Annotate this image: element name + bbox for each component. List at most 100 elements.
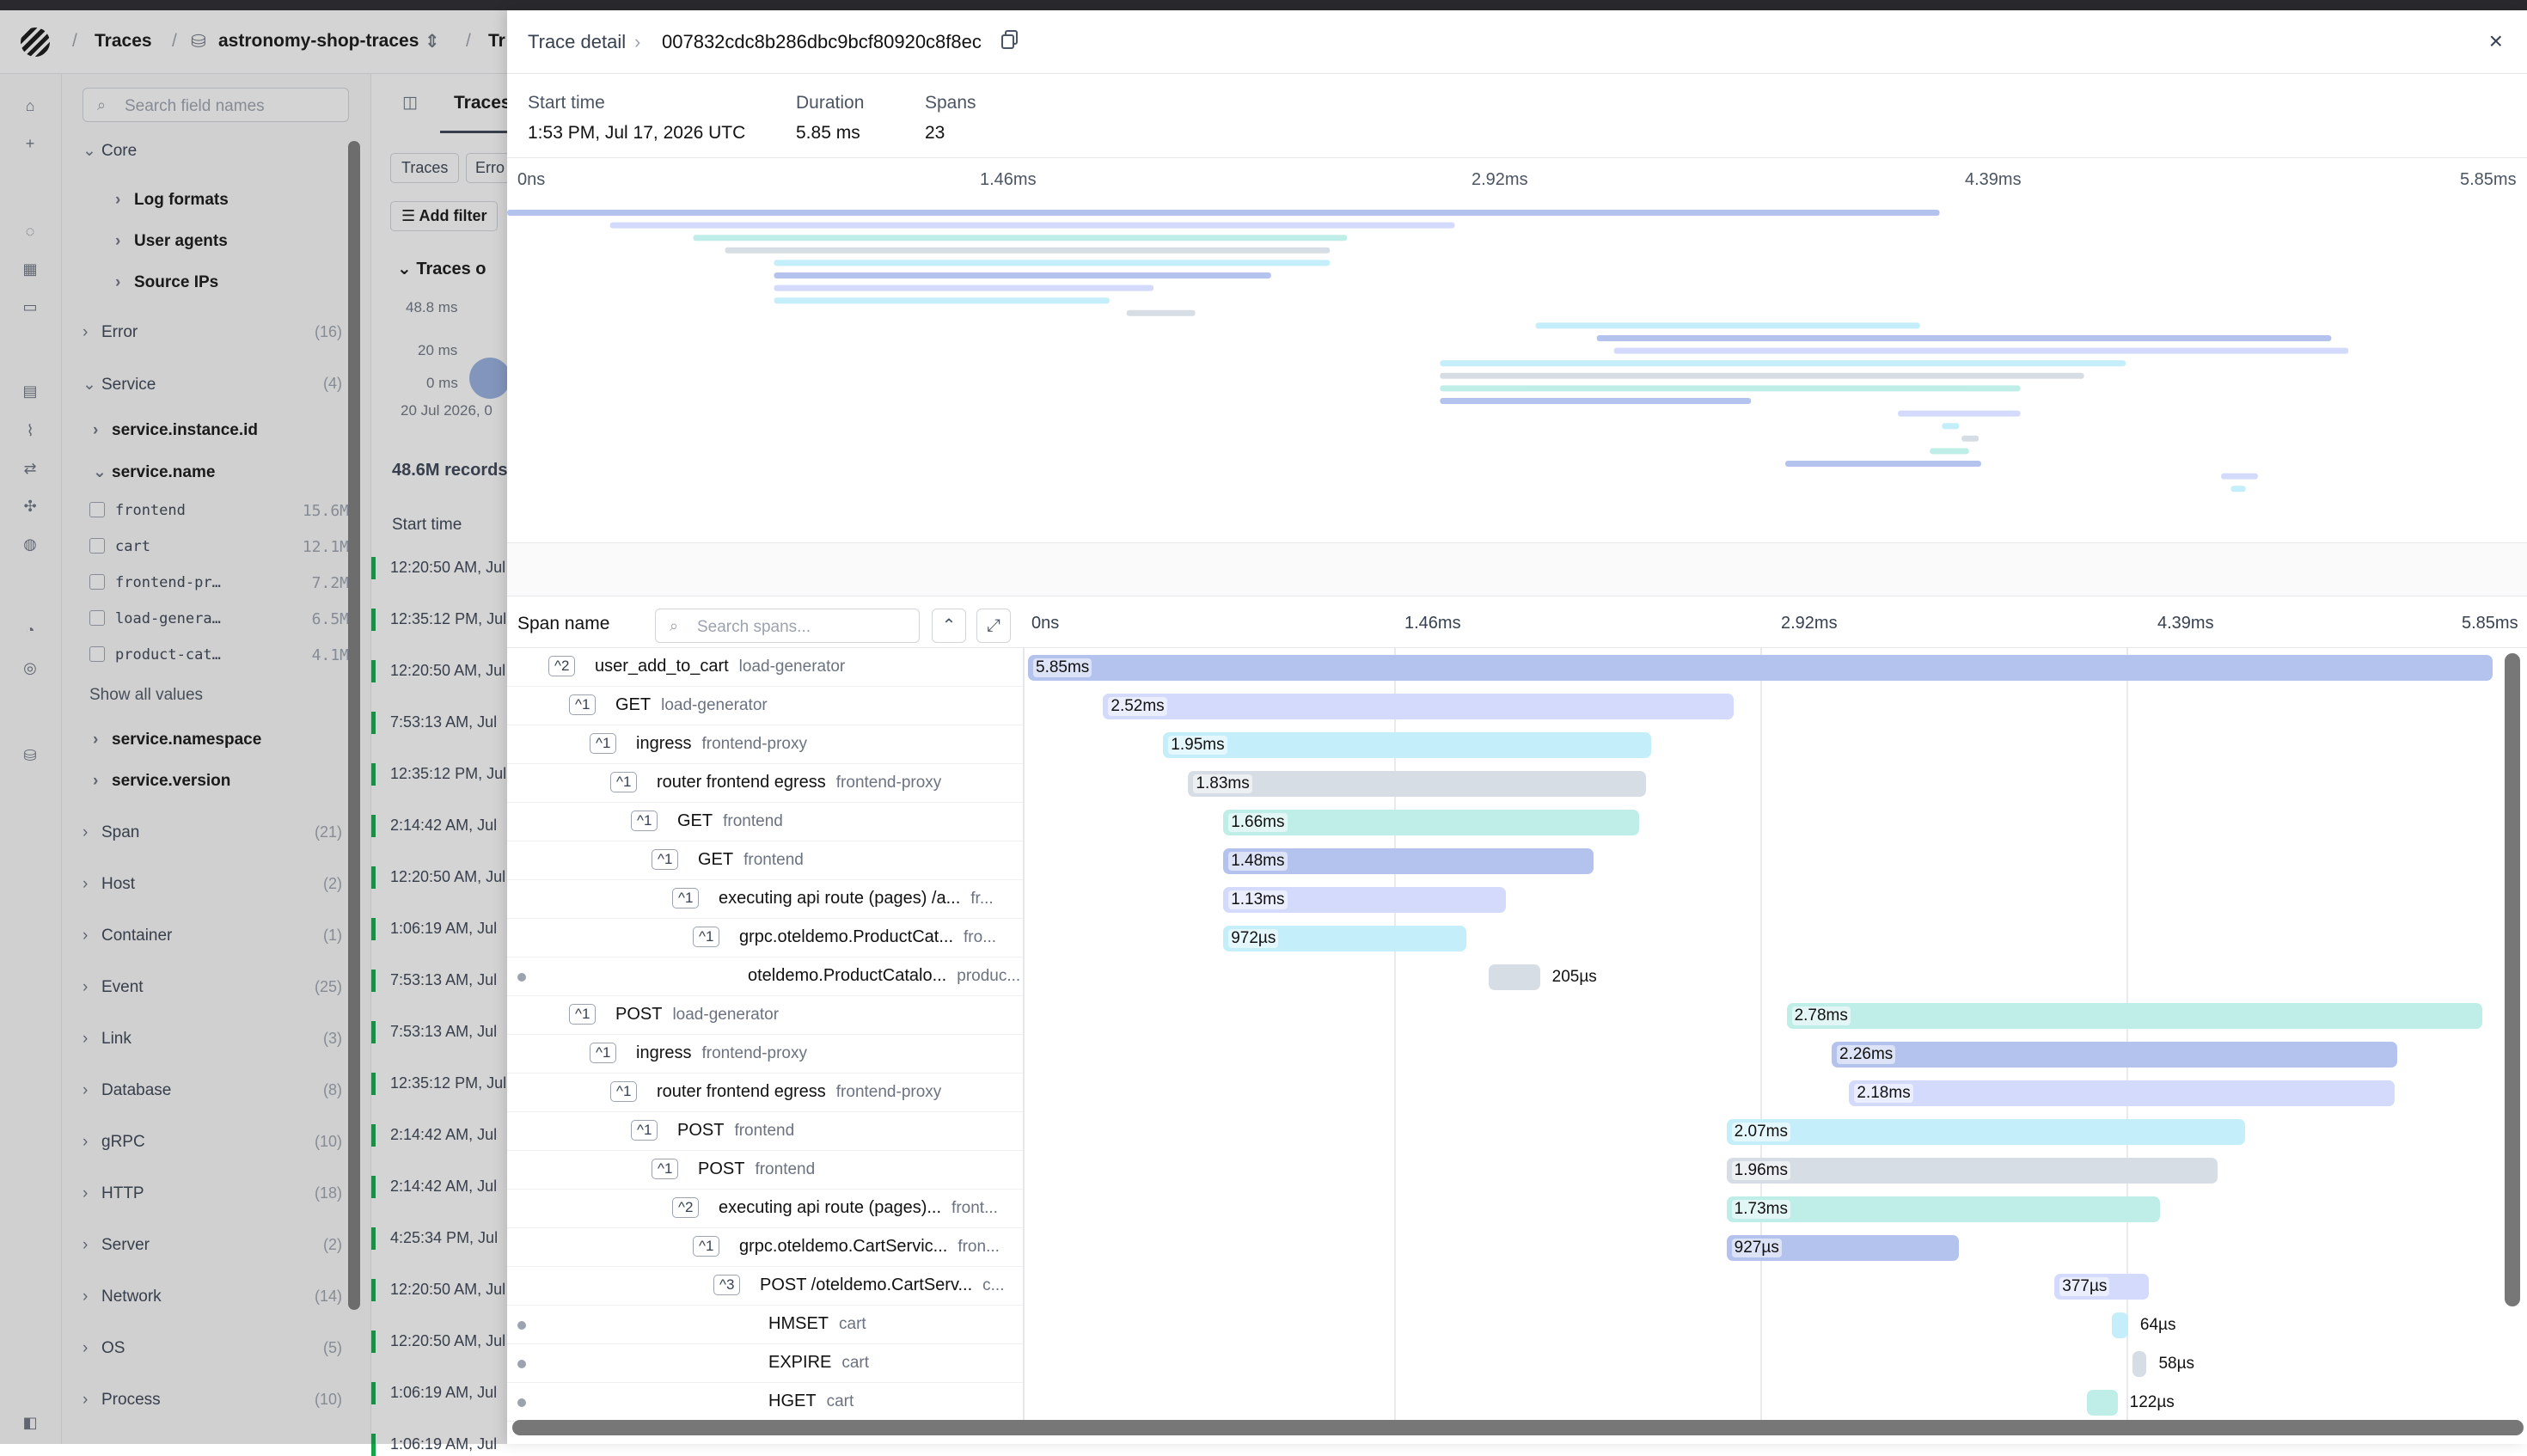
span-children-badge[interactable]: ^1 xyxy=(652,849,679,870)
span-children-badge[interactable]: ^1 xyxy=(652,1159,679,1179)
field-scrollbar[interactable] xyxy=(348,141,360,1310)
span-row[interactable]: ^1 grpc.oteldemo.CartServic... fron... xyxy=(507,1228,1023,1267)
span-row[interactable]: ^2 user_add_to_cart load-generator xyxy=(507,648,1023,687)
span-row[interactable]: HGET cart xyxy=(507,1383,1023,1422)
span-bar[interactable] xyxy=(1488,964,1540,990)
span-bar[interactable]: 2.78ms xyxy=(1786,1003,2483,1029)
group-core[interactable]: ⌄ Core xyxy=(83,142,138,160)
horizontal-scrollbar[interactable] xyxy=(512,1420,2524,1435)
group-host[interactable]: › Host (2) xyxy=(83,875,342,893)
traces-overview-title[interactable]: ⌄ Traces o xyxy=(397,260,486,278)
start-time-cell[interactable]: 12:35:12 PM, Jul xyxy=(390,610,507,627)
core-item-source-ips[interactable]: › Source IPs xyxy=(115,273,219,291)
start-time-cell[interactable]: 7:53:13 AM, Jul xyxy=(390,971,498,988)
checkbox[interactable] xyxy=(89,538,105,554)
span-bar[interactable] xyxy=(2112,1312,2128,1338)
tab-traces[interactable]: Traces xyxy=(454,93,511,113)
tree-divider[interactable] xyxy=(1023,648,1025,1430)
span-bar[interactable]: 1.48ms xyxy=(1223,848,1594,874)
checkbox[interactable] xyxy=(89,646,105,662)
bug-icon[interactable]: ◍ xyxy=(23,535,37,553)
span-row[interactable]: ^1 router frontend egress frontend-proxy xyxy=(507,764,1023,803)
span-row[interactable]: ^3 POST /oteldemo.CartServ... c... xyxy=(507,1267,1023,1306)
span-bar[interactable] xyxy=(2087,1390,2118,1416)
home-icon[interactable]: ⌂ xyxy=(25,97,35,114)
service-instance-id[interactable]: › service.instance.id xyxy=(93,421,259,439)
breadcrumb-next[interactable]: Tr xyxy=(488,31,505,51)
span-children-badge[interactable]: ^1 xyxy=(569,694,597,715)
group-error[interactable]: › Error (16) xyxy=(83,323,342,341)
start-time-cell[interactable]: 2:14:42 AM, Jul xyxy=(390,817,498,834)
database-icon[interactable]: ⛁ xyxy=(23,747,37,764)
checkbox[interactable] xyxy=(89,574,105,590)
group-service[interactable]: ⌄ Service (4) xyxy=(83,375,342,394)
span-bar[interactable]: 927µs xyxy=(1726,1235,1959,1261)
group-os[interactable]: › OS (5) xyxy=(83,1339,342,1357)
span-row[interactable]: HMSET cart xyxy=(507,1306,1023,1344)
vertical-scrollbar[interactable] xyxy=(2505,653,2520,1306)
start-time-cell[interactable]: 12:35:12 PM, Jul xyxy=(390,1074,507,1092)
span-bar[interactable]: 1.96ms xyxy=(1726,1158,2218,1184)
span-bar[interactable]: 2.07ms xyxy=(1726,1119,2245,1145)
span-row[interactable]: ^1 grpc.oteldemo.ProductCat... fro... xyxy=(507,919,1023,957)
start-time-cell[interactable]: 12:20:50 AM, Jul xyxy=(390,1332,506,1349)
field-search-input[interactable]: ⌕ Search field names xyxy=(83,88,349,122)
service-value-frontend-proxy[interactable]: frontend-pr… 7.2M xyxy=(89,574,373,609)
span-bar[interactable]: 1.66ms xyxy=(1223,810,1639,835)
span-children-badge[interactable]: ^2 xyxy=(548,656,576,676)
span-row[interactable]: ^1 GET frontend xyxy=(507,841,1023,880)
start-time-cell[interactable]: 12:20:50 AM, Jul xyxy=(390,1281,506,1298)
service-namespace[interactable]: › service.namespace xyxy=(93,731,262,749)
service-value-frontend[interactable]: frontend 15.6M xyxy=(89,502,373,536)
group-network[interactable]: › Network (14) xyxy=(83,1288,342,1306)
traces-icon[interactable]: ⇄ xyxy=(23,460,37,477)
group-grpc[interactable]: › gRPC (10) xyxy=(83,1133,342,1151)
start-time-cell[interactable]: 4:25:34 PM, Jul xyxy=(390,1229,499,1246)
expand-button[interactable]: ⤢ xyxy=(976,609,1011,643)
network-icon[interactable]: ✣ xyxy=(23,498,37,515)
collapse-icon[interactable]: ◧ xyxy=(22,1414,38,1431)
trace-minimap[interactable]: 0ns 1.46ms 2.92ms 4.39ms 5.85ms xyxy=(507,158,2527,543)
group-link[interactable]: › Link (3) xyxy=(83,1030,342,1048)
add-filter-button[interactable]: ☰ Add filter xyxy=(390,201,499,231)
span-children-badge[interactable]: ^3 xyxy=(713,1275,741,1295)
start-time-cell[interactable]: 7:53:13 AM, Jul xyxy=(390,1023,498,1040)
span-row[interactable]: ^1 POST frontend xyxy=(507,1112,1023,1151)
group-span[interactable]: › Span (21) xyxy=(83,823,342,841)
group-event[interactable]: › Event (25) xyxy=(83,978,342,996)
chart-icon[interactable]: ⌇ xyxy=(26,422,34,439)
bulb-icon[interactable]: ◌ xyxy=(25,223,35,240)
grid-icon[interactable]: ▦ xyxy=(22,260,38,278)
span-bar[interactable]: 2.18ms xyxy=(1849,1080,2395,1106)
service-version[interactable]: › service.version xyxy=(93,772,231,790)
panel-toggle-icon[interactable]: ◫ xyxy=(402,94,418,112)
span-bar[interactable]: 1.73ms xyxy=(1726,1196,2160,1222)
span-row[interactable]: ^1 GET load-generator xyxy=(507,687,1023,725)
span-children-badge[interactable]: ^1 xyxy=(631,811,658,831)
service-value-load-generator[interactable]: load-genera… 6.5M xyxy=(89,610,373,645)
checkbox[interactable] xyxy=(89,610,105,626)
collapse-all-button[interactable]: ⌃ xyxy=(932,609,966,643)
span-bar[interactable] xyxy=(2132,1351,2147,1377)
span-bar[interactable]: 1.13ms xyxy=(1223,887,1507,913)
terminal-icon[interactable]: ▭ xyxy=(22,298,38,315)
span-children-badge[interactable]: ^1 xyxy=(610,1081,638,1102)
group-http[interactable]: › HTTP (18) xyxy=(83,1184,342,1202)
span-bar[interactable]: 972µs xyxy=(1223,926,1467,951)
span-row[interactable]: EXPIRE cart xyxy=(507,1344,1023,1383)
chip-traces[interactable]: Traces xyxy=(390,153,460,183)
span-bar[interactable]: 1.83ms xyxy=(1188,771,1647,797)
start-time-cell[interactable]: 1:06:19 AM, Jul xyxy=(390,920,498,937)
span-bar[interactable]: 5.85ms xyxy=(1028,655,2493,681)
service-value-product-catalog[interactable]: product-cat… 4.1M xyxy=(89,646,373,681)
breadcrumb-dataset[interactable]: astronomy-shop-traces xyxy=(218,31,419,51)
span-row[interactable]: ^2 executing api route (pages)... front... xyxy=(507,1190,1023,1228)
scatter-point[interactable] xyxy=(469,358,511,399)
span-bar[interactable]: 2.52ms xyxy=(1103,694,1735,719)
start-time-cell[interactable]: 7:53:13 AM, Jul xyxy=(390,713,498,731)
span-row[interactable]: oteldemo.ProductCatalo... produc... xyxy=(507,957,1023,996)
plus-icon[interactable]: + xyxy=(25,135,35,152)
core-item-user-agents[interactable]: › User agents xyxy=(115,232,228,250)
span-children-badge[interactable]: ^1 xyxy=(693,927,720,947)
group-server[interactable]: › Server (2) xyxy=(83,1236,342,1254)
